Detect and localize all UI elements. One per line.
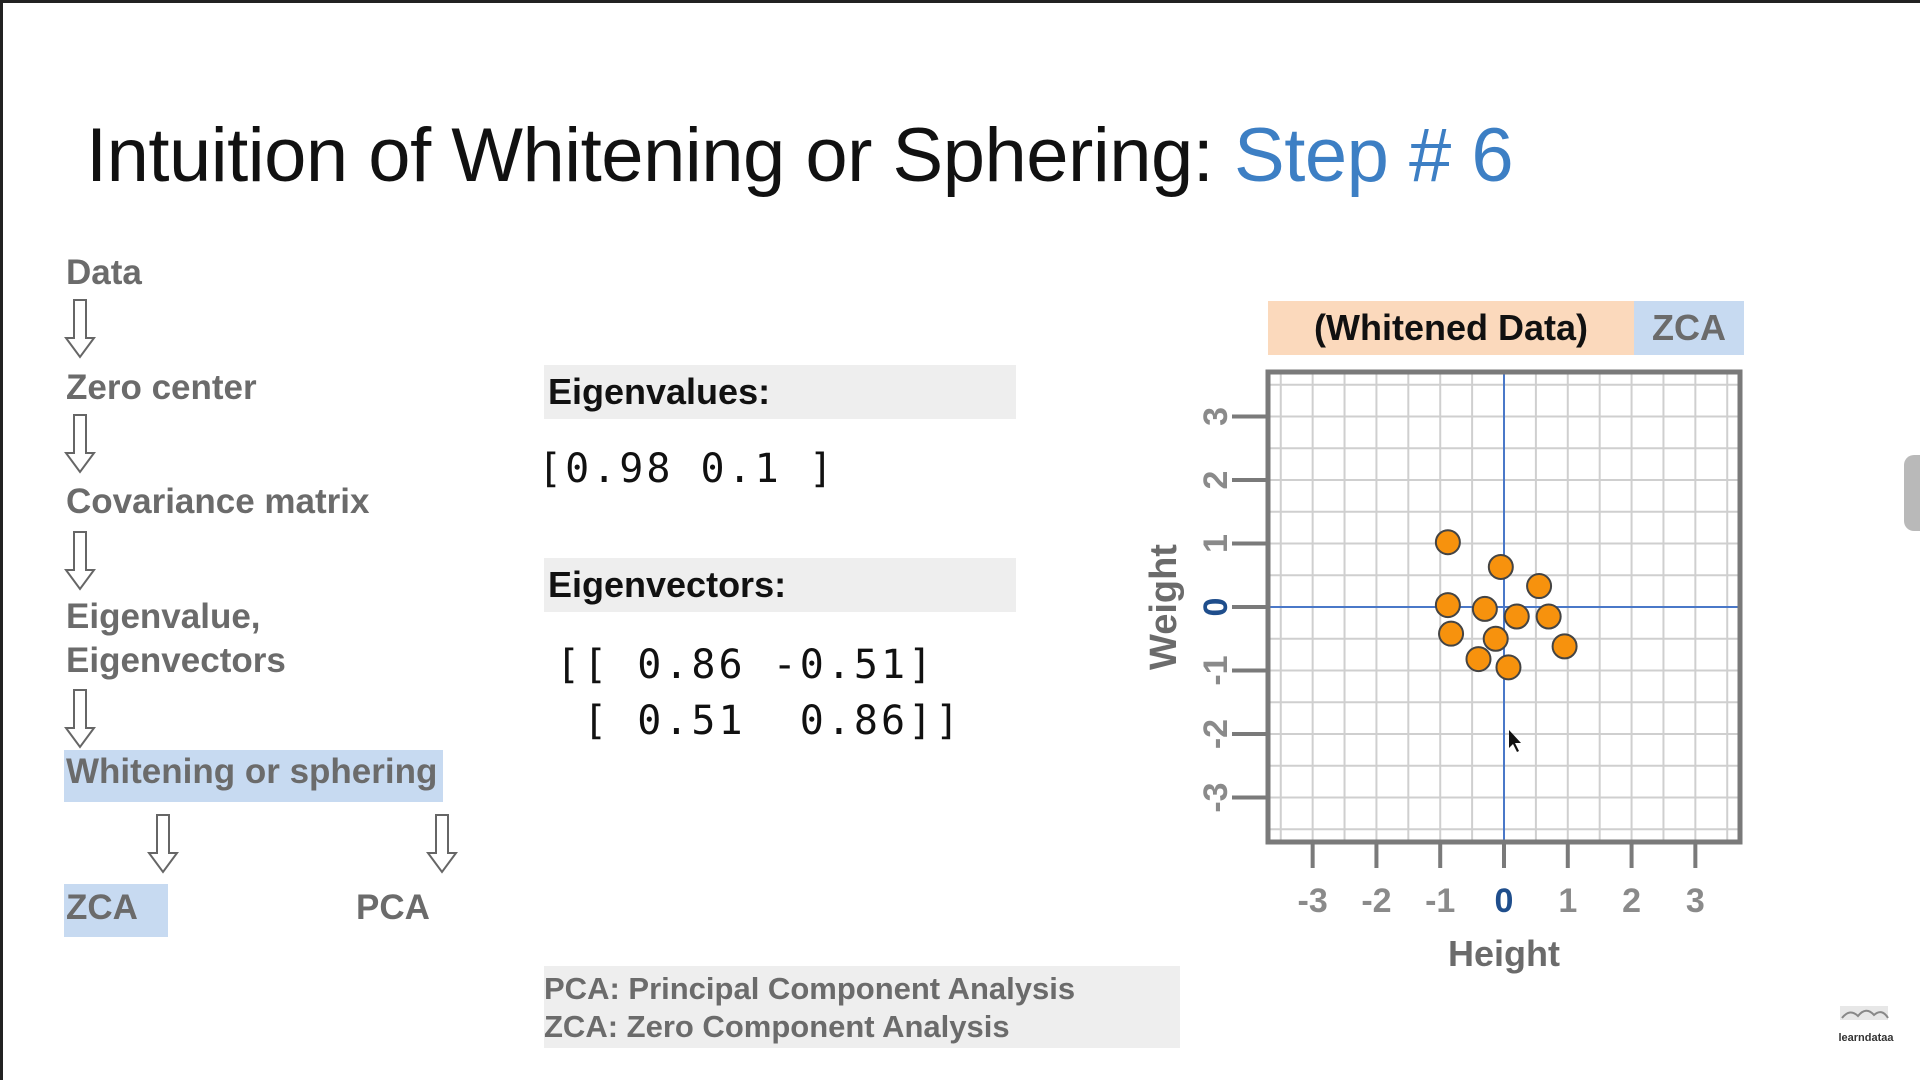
y-tick-label: 3 [1197, 407, 1235, 426]
mouse-cursor-icon [1509, 730, 1521, 752]
y-tick-label: 0 [1197, 598, 1235, 617]
flow-whitening: Whitening or sphering [64, 750, 444, 802]
data-point [1551, 633, 1578, 660]
label-layer: -3 -2 -1 0 1 2 3 -3 -2 -1 0 1 2 3 Height Weight [1143, 407, 1705, 974]
flow-pca: PCA [356, 888, 430, 927]
down-arrow-icon [147, 814, 179, 874]
chart-header-zca: ZCA [1634, 301, 1744, 355]
logo-text: learndataa [1838, 1032, 1894, 1044]
data-point [1434, 529, 1461, 556]
x-tick-label: 2 [1622, 882, 1641, 920]
x-tick-label: -3 [1298, 882, 1328, 920]
y-tick-label: -2 [1197, 719, 1235, 749]
footnote-box: PCA: Principal Component Analysis ZCA: Z… [544, 966, 1180, 1048]
data-point [1438, 620, 1465, 647]
flow-covariance: Covariance matrix [66, 482, 370, 521]
flow-data: Data [66, 253, 142, 292]
data-point [1503, 603, 1530, 630]
down-arrow-icon [64, 531, 96, 591]
data-point [1465, 646, 1492, 673]
y-tick-label: -3 [1197, 782, 1235, 812]
flow-eigen-line2: Eigenvectors [66, 641, 286, 680]
down-arrow-icon [64, 299, 96, 359]
flow-zero-center: Zero center [66, 368, 257, 407]
data-point [1434, 592, 1461, 619]
title-main: Intuition of Whitening or Sphering: [86, 113, 1235, 198]
y-tick-label: 2 [1197, 471, 1235, 490]
y-axis-title: Weight [1143, 544, 1185, 670]
eigenvalues-text: [0.98 0.1 ] [538, 446, 836, 492]
point-layer [1434, 529, 1578, 681]
learndataa-logo-icon [1840, 1006, 1889, 1020]
eigenvectors-row1: [[ 0.86 -0.51] [556, 642, 936, 688]
down-arrow-icon [426, 814, 458, 874]
eigenvalues-label: Eigenvalues: [544, 365, 1016, 419]
data-point [1526, 573, 1553, 600]
x-tick-label: -1 [1425, 882, 1455, 920]
footnote-pca: PCA: Principal Component Analysis [544, 971, 1076, 1006]
x-tick-label: 0 [1495, 882, 1514, 920]
data-point [1471, 595, 1498, 622]
y-tick-label: -1 [1197, 655, 1235, 685]
eigenvectors-label: Eigenvectors: [544, 558, 1016, 612]
x-tick-label: -2 [1361, 882, 1391, 920]
y-tick-label: 1 [1197, 534, 1235, 553]
down-arrow-icon [64, 414, 96, 474]
flow-eigen-line1: Eigenvalue, [66, 597, 261, 636]
side-panel-handle[interactable] [1904, 455, 1920, 531]
eigenvectors-row2: [ 0.51 0.86]] [556, 698, 963, 744]
data-point [1487, 553, 1514, 580]
grid-layer [1268, 372, 1740, 842]
flow-zca: ZCA [64, 884, 168, 937]
x-tick-label: 3 [1686, 882, 1705, 920]
axis-layer [1232, 369, 1743, 868]
down-arrow-icon [64, 689, 96, 749]
x-tick-label: 1 [1558, 882, 1577, 920]
slide-title: Intuition of Whitening or Sphering: Step… [86, 112, 1514, 199]
chart-header-whitened: (Whitened Data) [1268, 301, 1634, 355]
x-axis-title: Height [1448, 933, 1560, 974]
footnote-zca: ZCA: Zero Component Analysis [544, 1009, 1010, 1044]
data-point [1482, 625, 1509, 652]
data-point [1535, 603, 1562, 630]
title-accent: Step # 6 [1234, 113, 1514, 198]
data-point [1495, 654, 1522, 681]
